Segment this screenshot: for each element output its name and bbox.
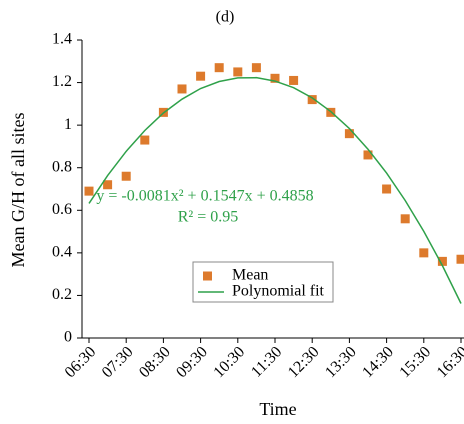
- x-tick-label: 09:30: [173, 343, 211, 381]
- y-tick-label: 0.6: [52, 201, 72, 218]
- y-tick-label: 0.4: [52, 244, 72, 261]
- data-point: [363, 150, 373, 160]
- data-point: [437, 256, 447, 266]
- y-tick-label: 0.8: [52, 158, 72, 175]
- legend-marker: [203, 271, 212, 281]
- y-tick-label: 1: [64, 116, 72, 133]
- y-tick-label: 1.4: [52, 31, 72, 48]
- legend-label: Polynomial fit: [232, 283, 325, 300]
- fit-line: [88, 76, 462, 304]
- x-tick-label: 10:30: [210, 343, 248, 381]
- data-point: [84, 186, 94, 196]
- data-point: [251, 63, 261, 73]
- data-point: [289, 75, 299, 85]
- data-point: [400, 214, 410, 224]
- y-tick-label: 0.2: [52, 286, 72, 303]
- x-tick-label: 15:30: [396, 343, 434, 381]
- x-tick-label: 16:30: [434, 343, 464, 381]
- data-point: [307, 95, 317, 105]
- x-tick-label: 12:30: [285, 343, 323, 381]
- data-point: [419, 248, 429, 258]
- legend-box: [192, 261, 334, 303]
- r-squared: R² = 0.95: [178, 209, 239, 226]
- data-point: [214, 63, 224, 73]
- data-point: [382, 184, 392, 194]
- data-point: [233, 67, 243, 77]
- x-tick-label: 06:30: [62, 343, 100, 381]
- x-tick-label: 14:30: [359, 343, 397, 381]
- data-point: [103, 180, 113, 190]
- equation: y = -0.0081x² + 0.1547x + 0.4858: [96, 188, 313, 205]
- data-point: [270, 73, 280, 83]
- legend-label: Mean: [232, 267, 268, 284]
- data-point: [344, 129, 354, 139]
- x-tick-label: 07:30: [99, 343, 137, 381]
- data-point: [456, 254, 464, 264]
- y-tick-label: 1.2: [52, 73, 72, 90]
- x-tick-label: 11:30: [248, 343, 285, 380]
- y-axis-label: Mean G/H of all sites: [8, 113, 28, 268]
- x-axis-label: Time: [259, 399, 296, 419]
- data-point: [121, 171, 131, 181]
- x-tick-label: 08:30: [136, 343, 174, 381]
- x-tick-label: 13:30: [322, 343, 360, 381]
- chart-title: (d): [216, 9, 235, 26]
- data-point: [196, 71, 206, 81]
- y-tick-label: 0: [64, 329, 72, 346]
- data-point: [177, 84, 187, 94]
- data-point: [140, 135, 150, 145]
